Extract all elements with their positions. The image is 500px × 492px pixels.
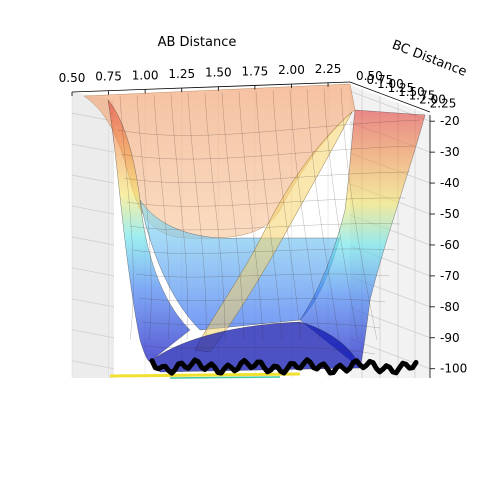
mesh-line <box>135 273 391 278</box>
y-tick-label: 0.75 <box>367 73 394 87</box>
grid-line <box>71 143 115 153</box>
mesh-line <box>136 95 152 341</box>
z-tick-label: -30 <box>440 145 460 159</box>
mesh-line <box>120 145 416 160</box>
grid-line <box>71 298 115 308</box>
surface-mesh <box>117 88 421 355</box>
y-tick-label: 1.75 <box>409 89 436 103</box>
mesh-line <box>340 88 378 341</box>
z-tick-label: -40 <box>440 176 460 190</box>
mesh-line <box>144 345 376 355</box>
x-tick-label: 1.25 <box>168 67 195 81</box>
y-tick-label: 2.00 <box>419 93 446 107</box>
y-tick-label: 1.00 <box>377 77 404 91</box>
contour-base-line-2 <box>169 376 281 379</box>
mesh-line <box>153 94 170 341</box>
z-tick-label: -90 <box>440 331 460 345</box>
mesh-line <box>323 88 359 341</box>
left-pane <box>72 92 114 378</box>
z-tick-label: -60 <box>440 238 460 252</box>
y-tick-label: 1.25 <box>388 81 415 95</box>
z-tick-labels: -20 -30 -40 -50 -60 -70 -80 -90 -100 <box>430 114 467 376</box>
mesh-line <box>170 94 188 341</box>
trajectory-path <box>149 357 419 376</box>
mesh-line <box>238 91 264 341</box>
mesh-line <box>129 223 401 231</box>
x-tick-label: 1.75 <box>242 64 269 78</box>
mesh-line <box>187 93 207 341</box>
x-axis-label: AB Distance <box>158 35 237 50</box>
y-axis-line <box>349 81 431 113</box>
mesh-line <box>126 197 406 207</box>
grid-line <box>71 360 115 370</box>
mesh-line <box>255 91 283 341</box>
grid-line <box>71 205 115 215</box>
mesh-line <box>119 95 134 341</box>
y-tick-label: 0.50 <box>356 69 383 83</box>
x-axis-line <box>71 81 351 93</box>
mesh-line <box>123 171 411 183</box>
x-tick-label: 1.50 <box>205 66 232 80</box>
y-tick-label: 1.50 <box>398 85 425 99</box>
mesh-line <box>138 297 386 303</box>
x-tick-label: 0.75 <box>95 70 122 84</box>
contour-base-line <box>109 372 301 378</box>
mesh-line <box>132 248 396 254</box>
x-tick-label: 0.50 <box>59 71 86 85</box>
mesh-line <box>204 92 226 341</box>
mesh-line <box>306 89 340 341</box>
y-tick-label: 2.25 <box>430 97 457 111</box>
mesh-line <box>289 89 321 341</box>
grid-line <box>71 267 115 277</box>
mesh-line <box>117 119 421 136</box>
z-tick-label: -20 <box>440 114 460 128</box>
grid-line <box>71 329 115 339</box>
z-tick-label: -100 <box>440 362 467 376</box>
y-tick-labels: 0.500.751.001.251.501.752.002.25 <box>356 69 456 111</box>
grid-line <box>71 174 115 184</box>
grid-line <box>71 236 115 246</box>
z-tick-label: -50 <box>440 207 460 221</box>
x-tick-label: 2.00 <box>278 63 305 77</box>
mesh-line <box>141 321 381 329</box>
z-tick-label: -80 <box>440 300 460 314</box>
mesh-line <box>272 90 302 341</box>
energy-surface <box>83 83 426 379</box>
x-tick-labels: 0.50 0.75 1.00 1.25 1.50 1.75 2.00 2.25 <box>59 62 342 96</box>
mesh-line <box>221 92 245 341</box>
x-tick-label: 2.25 <box>315 62 342 76</box>
y-axis-label: BC Distance <box>390 38 469 80</box>
z-tick-label: -70 <box>440 269 460 283</box>
surface-left-valley <box>107 99 191 362</box>
x-tick-label: 1.00 <box>132 68 159 82</box>
